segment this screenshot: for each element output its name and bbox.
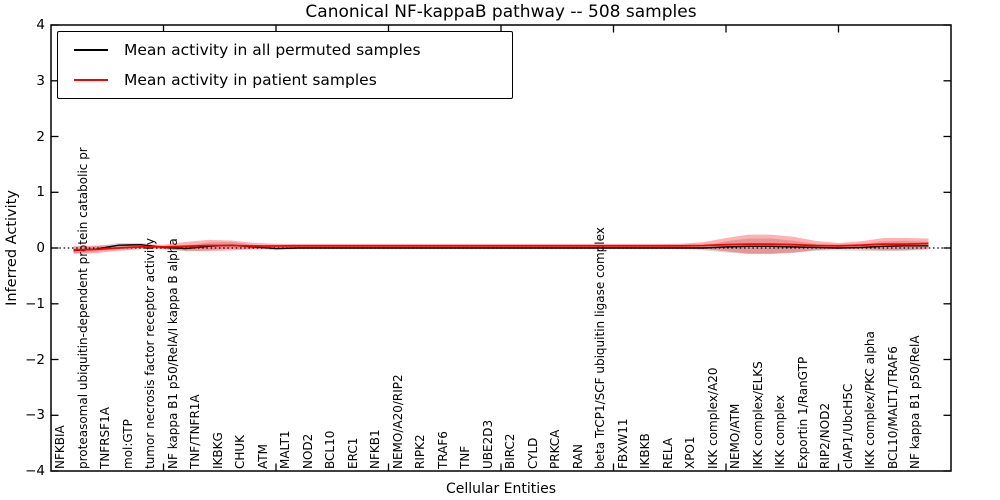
y-tick-label: −1 [25,295,45,312]
legend: Mean activity in all permuted samples Me… [57,31,513,99]
legend-line-sample-permuted-icon [74,49,108,51]
legend-entry-patient: Mean activity in patient samples [74,68,512,92]
y-tick-label: 4 [36,17,45,33]
patient-samples-spread-band [73,234,929,254]
y-tick-label: −4 [25,463,45,479]
legend-entry-permuted: Mean activity in all permuted samples [74,38,512,62]
y-tick-label: −3 [25,407,45,424]
legend-label-permuted: Mean activity in all permuted samples [124,41,421,59]
series-line-1 [73,242,929,251]
chart-title: Canonical NF-kappaB pathway -- 508 sampl… [305,2,697,22]
y-axis-label: Inferred Activity [4,190,20,306]
y-tick-label: 2 [36,128,45,145]
x-axis-label: Cellular Entities [445,481,557,497]
y-tick-label: −2 [25,351,45,368]
y-tick-label: 1 [36,184,45,201]
y-tick-label: 3 [36,72,45,89]
legend-label-patient: Mean activity in patient samples [124,71,377,89]
y-tick-labels: 4 3 2 1 0 −1 −2 −3 −4 [0,0,50,500]
permuted-samples-spread-band [73,238,929,255]
y-tick-label: 0 [36,240,45,256]
legend-line-sample-patient-icon [74,79,108,81]
